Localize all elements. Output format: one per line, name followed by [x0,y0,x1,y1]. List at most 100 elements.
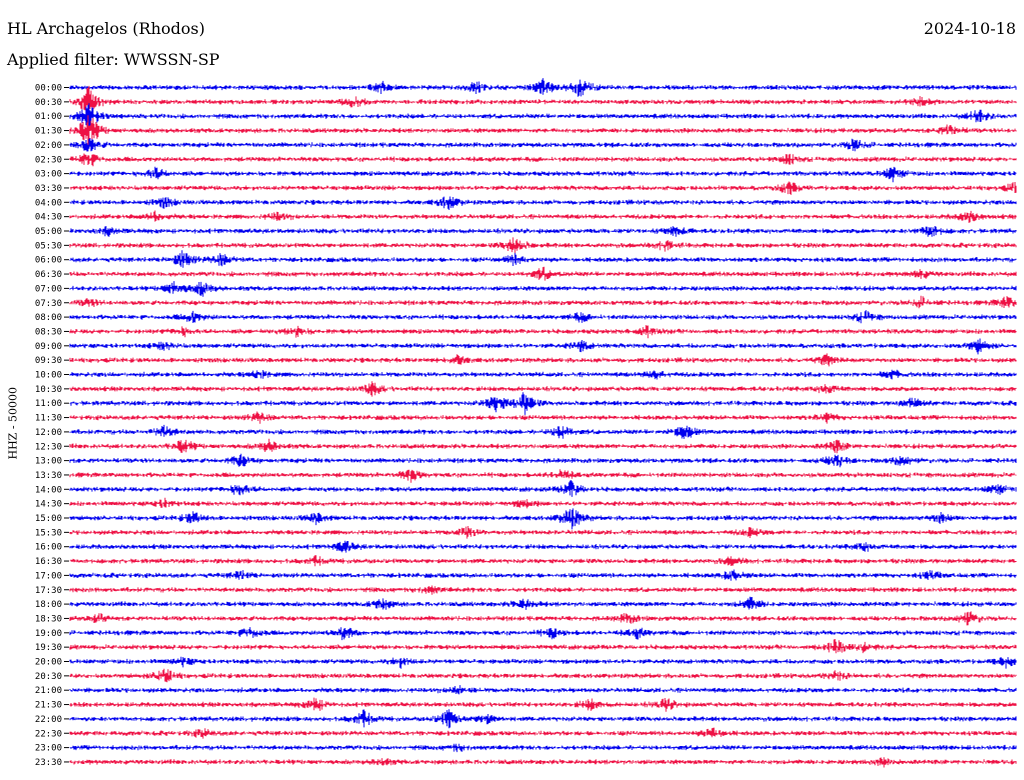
time-tick-label: 19:00 [35,629,62,639]
time-tick-label: 06:30 [35,270,62,280]
time-tick-label: 13:30 [35,471,62,481]
seismic-trace [69,685,1017,695]
time-tick-label: 09:00 [35,342,62,352]
seismic-trace [69,196,1017,210]
seismic-trace [69,78,1017,97]
time-tick-label: 04:30 [35,213,62,223]
seismic-trace [69,497,1017,509]
time-tick-label: 05:30 [35,241,62,251]
time-tick-label: 01:30 [35,127,62,137]
time-tick-label: 10:00 [35,371,62,381]
seismic-trace [69,668,1017,683]
time-tick-label: 17:00 [35,571,62,581]
seismic-trace [69,237,1017,253]
time-tick-label: 02:00 [35,141,62,151]
seismic-trace [69,656,1017,669]
seismic-trace [69,453,1017,468]
time-tick-label: 19:30 [35,643,62,653]
time-tick-label: 20:30 [35,672,62,682]
seismic-trace [69,85,1017,114]
time-tick-label: 16:00 [35,543,62,553]
time-tick-label: 06:00 [35,256,62,266]
seismic-trace [69,281,1017,297]
time-tick-label: 01:00 [35,112,62,122]
seismic-trace [69,526,1017,539]
seismic-trace [69,743,1017,753]
time-tick-label: 22:00 [35,715,62,725]
seismic-trace [69,411,1017,424]
time-tick-label: 20:00 [35,658,62,668]
time-tick-label: 14:30 [35,500,62,510]
time-tick-label: 04:00 [35,198,62,208]
seismic-trace [69,138,1017,152]
seismic-trace [69,697,1017,712]
time-tick-label: 23:30 [35,758,62,768]
seismic-trace [69,540,1017,553]
time-tick-label: 23:00 [35,744,62,754]
time-tick-label: 17:30 [35,586,62,596]
seismic-trace [69,424,1017,439]
seismic-trace [69,508,1017,530]
seismic-trace [69,585,1017,595]
seismic-trace [69,627,1017,641]
seismic-trace [69,555,1017,567]
station-title: HL Archagelos (Rhodos) [7,19,205,38]
seismic-trace [69,153,1017,167]
time-tick-label: 00:30 [35,98,62,108]
time-tick-label: 09:30 [35,356,62,366]
filter-label: Applied filter: WWSSN-SP [7,50,220,69]
seismic-trace [69,325,1017,339]
time-tick-label: 00:00 [35,84,62,94]
seismic-trace [69,295,1017,309]
seismic-trace [69,210,1017,223]
seismic-trace [69,369,1017,380]
time-tick-label: 08:00 [35,313,62,323]
seismic-trace [69,166,1017,183]
time-tick-label: 14:00 [35,485,62,495]
time-tick-label: 11:30 [35,414,62,424]
seismic-trace [69,480,1017,497]
time-tick-label: 18:00 [35,600,62,610]
time-tick-label: 03:00 [35,170,62,180]
seismic-trace [69,596,1017,610]
time-tick-label: 07:00 [35,284,62,294]
time-tick-label: 22:30 [35,729,62,739]
seismic-trace [69,569,1017,581]
time-tick-label: 10:30 [35,385,62,395]
seismic-trace [69,250,1017,268]
time-tick-label: 12:30 [35,442,62,452]
seismic-trace [69,469,1017,483]
seismic-trace [69,226,1017,237]
date-label: 2024-10-18 [923,19,1016,38]
time-tick-label: 15:30 [35,528,62,538]
seismic-trace [69,611,1017,626]
seismic-trace [69,115,1017,145]
seismic-trace [69,438,1017,454]
seismic-trace [69,381,1017,397]
time-tick-label: 11:00 [35,399,62,409]
seismic-trace [69,103,1017,128]
time-tick-label: 21:00 [35,686,62,696]
seismic-trace [69,392,1017,415]
time-tick-label: 15:00 [35,514,62,524]
time-tick-label: 02:30 [35,155,62,165]
seismic-trace [69,181,1017,195]
time-tick-label: 13:00 [35,457,62,467]
time-tick-label: 08:30 [35,327,62,337]
seismic-trace [69,727,1017,739]
time-tick-label: 07:30 [35,299,62,309]
seismic-trace [69,310,1017,324]
time-tick-label: 05:00 [35,227,62,237]
seismic-trace [69,353,1017,367]
time-tick-label: 03:30 [35,184,62,194]
seismic-trace [69,709,1017,729]
time-tick-label: 12:00 [35,428,62,438]
time-tick-label: 18:30 [35,614,62,624]
seismic-trace [69,639,1017,654]
seismic-trace [69,757,1017,768]
time-tick-label: 16:30 [35,557,62,567]
time-tick-label: 21:30 [35,701,62,711]
seismic-trace [69,266,1017,281]
seismic-trace [69,338,1017,355]
